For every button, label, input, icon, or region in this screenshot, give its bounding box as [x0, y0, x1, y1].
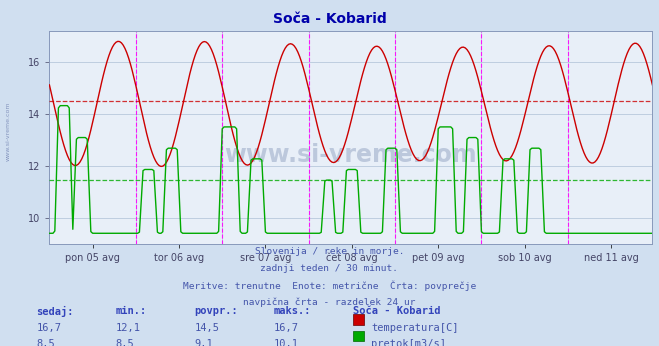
Text: 8,5: 8,5 — [115, 339, 134, 346]
Text: 14,5: 14,5 — [194, 323, 219, 333]
Text: 9,1: 9,1 — [194, 339, 213, 346]
Text: pretok[m3/s]: pretok[m3/s] — [371, 339, 446, 346]
Text: 10,1: 10,1 — [273, 339, 299, 346]
Text: sedaj:: sedaj: — [36, 306, 74, 317]
Text: 16,7: 16,7 — [273, 323, 299, 333]
Text: Slovenija / reke in morje.: Slovenija / reke in morje. — [255, 247, 404, 256]
Text: min.:: min.: — [115, 306, 146, 316]
Text: temperatura[C]: temperatura[C] — [371, 323, 459, 333]
Text: www.si-vreme.com: www.si-vreme.com — [5, 102, 11, 161]
Text: maks.:: maks.: — [273, 306, 311, 316]
Text: 16,7: 16,7 — [36, 323, 61, 333]
Text: Soča - Kobarid: Soča - Kobarid — [353, 306, 440, 316]
Text: povpr.:: povpr.: — [194, 306, 238, 316]
Text: navpična črta - razdelek 24 ur: navpična črta - razdelek 24 ur — [243, 297, 416, 307]
Text: 12,1: 12,1 — [115, 323, 140, 333]
Text: Meritve: trenutne  Enote: metrične  Črta: povprečje: Meritve: trenutne Enote: metrične Črta: … — [183, 281, 476, 291]
Text: Soča - Kobarid: Soča - Kobarid — [273, 12, 386, 26]
Text: zadnji teden / 30 minut.: zadnji teden / 30 minut. — [260, 264, 399, 273]
Text: www.si-vreme.com: www.si-vreme.com — [225, 143, 477, 166]
Text: 8,5: 8,5 — [36, 339, 55, 346]
